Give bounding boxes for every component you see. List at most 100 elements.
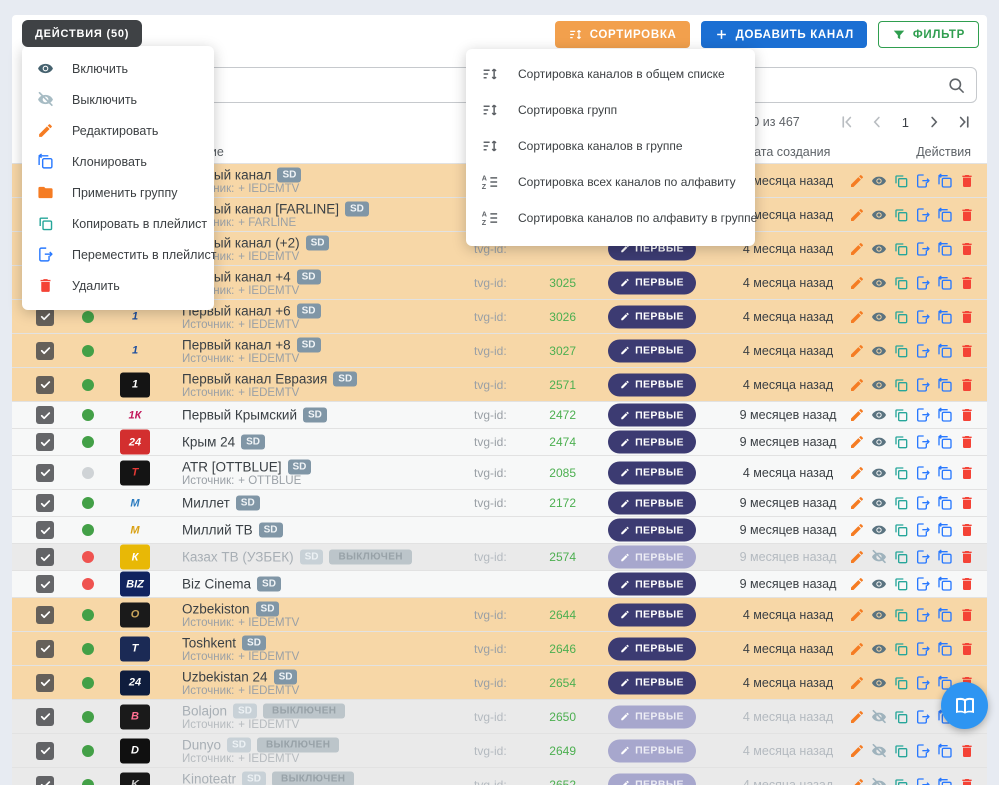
copy-to-playlist-icon[interactable]: [893, 607, 909, 623]
row-checkbox[interactable]: [36, 548, 54, 566]
delete-icon[interactable]: [959, 495, 975, 511]
copy-to-playlist-icon[interactable]: [893, 709, 909, 725]
group-badge[interactable]: ПЕРВЫЕ: [608, 572, 696, 596]
clone-icon[interactable]: [937, 640, 953, 657]
move-to-playlist-icon[interactable]: [915, 522, 931, 538]
edit-icon[interactable]: [849, 309, 865, 325]
visibility-icon[interactable]: [871, 777, 887, 785]
move-to-playlist-icon[interactable]: [915, 434, 931, 450]
clone-icon[interactable]: [937, 274, 953, 291]
visibility-icon[interactable]: [871, 641, 887, 657]
visibility-icon[interactable]: [871, 309, 887, 325]
edit-icon[interactable]: [849, 675, 865, 691]
edit-icon[interactable]: [849, 709, 865, 725]
visibility-icon[interactable]: [871, 495, 887, 511]
visibility-icon[interactable]: [871, 743, 887, 759]
first-page-icon[interactable]: [838, 113, 856, 131]
clone-icon[interactable]: [937, 376, 953, 393]
visibility-icon[interactable]: [871, 576, 887, 592]
edit-icon[interactable]: [849, 407, 865, 423]
row-checkbox[interactable]: [36, 406, 54, 424]
move-to-playlist-icon[interactable]: [915, 275, 931, 291]
group-badge[interactable]: ПЕРВЫЕ: [608, 773, 696, 785]
copy-to-playlist-icon[interactable]: [893, 377, 909, 393]
edit-icon[interactable]: [849, 173, 865, 189]
actions-menu-item[interactable]: Выключить: [22, 84, 214, 115]
move-to-playlist-icon[interactable]: [915, 377, 931, 393]
delete-icon[interactable]: [959, 522, 975, 538]
sort-menu-item[interactable]: Сортировка каналов в общем списке: [466, 56, 755, 92]
copy-to-playlist-icon[interactable]: [893, 309, 909, 325]
delete-icon[interactable]: [959, 309, 975, 325]
visibility-icon[interactable]: [871, 522, 887, 538]
copy-to-playlist-icon[interactable]: [893, 241, 909, 257]
row-checkbox[interactable]: [36, 605, 54, 624]
search-icon[interactable]: [947, 76, 966, 95]
move-to-playlist-icon[interactable]: [915, 465, 931, 481]
visibility-icon[interactable]: [871, 343, 887, 359]
edit-icon[interactable]: [849, 377, 865, 393]
copy-to-playlist-icon[interactable]: [893, 549, 909, 565]
edit-icon[interactable]: [849, 777, 865, 785]
delete-icon[interactable]: [959, 173, 975, 189]
last-page-icon[interactable]: [955, 113, 973, 131]
delete-icon[interactable]: [959, 777, 975, 785]
clone-icon[interactable]: [937, 308, 953, 325]
actions-menu-button[interactable]: ДЕЙСТВИЯ (50): [22, 20, 143, 47]
visibility-icon[interactable]: [871, 465, 887, 481]
prev-page-icon[interactable]: [868, 113, 886, 131]
clone-icon[interactable]: [937, 776, 953, 785]
row-checkbox[interactable]: [36, 741, 54, 760]
copy-to-playlist-icon[interactable]: [893, 275, 909, 291]
delete-icon[interactable]: [959, 743, 975, 759]
sort-menu-item[interactable]: Сортировка каналов в группе: [466, 128, 755, 164]
copy-to-playlist-icon[interactable]: [893, 522, 909, 538]
group-badge[interactable]: ПЕРВЫЕ: [608, 403, 696, 427]
clone-icon[interactable]: [937, 495, 953, 511]
visibility-icon[interactable]: [871, 709, 887, 725]
group-badge[interactable]: ПЕРВЫЕ: [608, 305, 696, 328]
move-to-playlist-icon[interactable]: [915, 309, 931, 325]
move-to-playlist-icon[interactable]: [915, 495, 931, 511]
delete-icon[interactable]: [959, 576, 975, 592]
delete-icon[interactable]: [959, 207, 975, 223]
actions-menu-item[interactable]: Копировать в плейлист: [22, 208, 214, 239]
delete-icon[interactable]: [959, 607, 975, 623]
row-checkbox[interactable]: [36, 375, 54, 394]
next-page-icon[interactable]: [925, 113, 943, 131]
visibility-icon[interactable]: [871, 377, 887, 393]
delete-icon[interactable]: [959, 407, 975, 423]
clone-icon[interactable]: [937, 172, 953, 189]
visibility-icon[interactable]: [871, 173, 887, 189]
edit-icon[interactable]: [849, 465, 865, 481]
row-checkbox[interactable]: [36, 639, 54, 658]
edit-icon[interactable]: [849, 522, 865, 538]
edit-icon[interactable]: [849, 576, 865, 592]
row-checkbox[interactable]: [36, 775, 54, 785]
visibility-icon[interactable]: [871, 434, 887, 450]
delete-icon[interactable]: [959, 465, 975, 481]
edit-icon[interactable]: [849, 607, 865, 623]
group-badge[interactable]: ПЕРВЫЕ: [608, 637, 696, 660]
visibility-icon[interactable]: [871, 241, 887, 257]
edit-icon[interactable]: [849, 743, 865, 759]
delete-icon[interactable]: [959, 434, 975, 450]
edit-icon[interactable]: [849, 241, 865, 257]
delete-icon[interactable]: [959, 241, 975, 257]
move-to-playlist-icon[interactable]: [915, 207, 931, 223]
move-to-playlist-icon[interactable]: [915, 173, 931, 189]
group-badge[interactable]: ПЕРВЫЕ: [608, 739, 696, 762]
copy-to-playlist-icon[interactable]: [893, 407, 909, 423]
move-to-playlist-icon[interactable]: [915, 576, 931, 592]
group-badge[interactable]: ПЕРВЫЕ: [608, 373, 696, 396]
copy-to-playlist-icon[interactable]: [893, 343, 909, 359]
actions-menu-item[interactable]: Редактировать: [22, 115, 214, 146]
visibility-icon[interactable]: [871, 275, 887, 291]
clone-icon[interactable]: [937, 742, 953, 759]
clone-icon[interactable]: [937, 434, 953, 450]
move-to-playlist-icon[interactable]: [915, 343, 931, 359]
row-checkbox[interactable]: [36, 307, 54, 326]
row-checkbox[interactable]: [36, 673, 54, 692]
